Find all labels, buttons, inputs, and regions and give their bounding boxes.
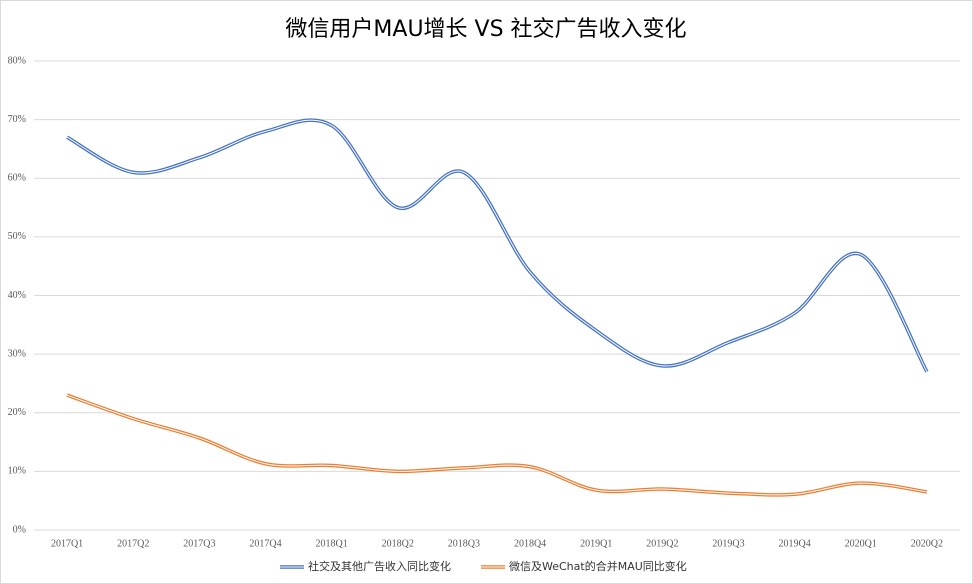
x-tick-label: 2017Q4 xyxy=(249,538,281,549)
y-tick-label: 70% xyxy=(8,114,26,125)
y-tick-label: 80% xyxy=(8,55,26,66)
x-tick-label: 2017Q1 xyxy=(51,538,83,549)
x-tick-label: 2018Q1 xyxy=(316,538,348,549)
y-tick-label: 60% xyxy=(8,173,26,184)
x-tick-label: 2018Q2 xyxy=(382,538,414,549)
x-tick-label: 2019Q4 xyxy=(779,538,811,549)
x-tick-label: 2017Q3 xyxy=(183,538,215,549)
x-tick-label: 2018Q3 xyxy=(448,538,480,549)
x-tick-label: 2019Q1 xyxy=(580,538,612,549)
y-tick-label: 40% xyxy=(8,290,26,301)
y-tick-label: 10% xyxy=(8,466,26,477)
series-line-inner xyxy=(66,119,928,372)
x-tick-label: 2017Q2 xyxy=(117,538,149,549)
y-tick-label: 30% xyxy=(8,348,26,359)
chart-title: 微信用户MAU增长 VS 社交广告收入变化 xyxy=(285,17,686,42)
x-tick-label: 2020Q1 xyxy=(845,538,877,549)
x-tick-label: 2019Q2 xyxy=(646,538,678,549)
series-line-inner xyxy=(66,394,927,496)
y-tick-label: 50% xyxy=(8,231,26,242)
x-tick-label: 2018Q4 xyxy=(514,538,546,549)
x-tick-label: 2019Q3 xyxy=(712,538,744,549)
x-tick-label: 2020Q2 xyxy=(911,538,943,549)
y-tick-label: 20% xyxy=(8,407,26,418)
y-tick-label: 0% xyxy=(13,524,26,535)
legend-label: 社交及其他广告收入同比变化 xyxy=(308,559,451,573)
legend-label: 微信及WeChat的合并MAU同比变化 xyxy=(509,559,687,573)
